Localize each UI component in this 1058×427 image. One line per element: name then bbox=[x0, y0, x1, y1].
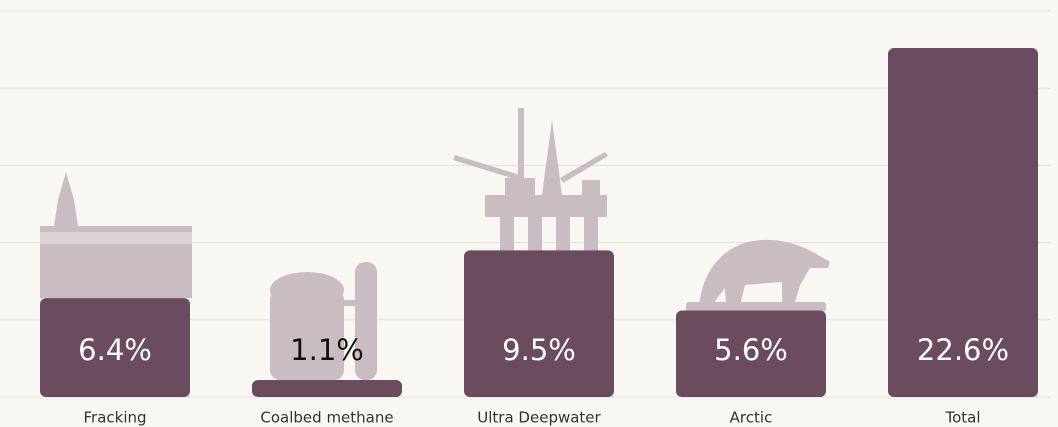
deepwater-illustration bbox=[453, 108, 608, 251]
bar bbox=[252, 380, 402, 397]
bar bbox=[464, 250, 614, 397]
x-tick-label: Arctic bbox=[730, 409, 773, 427]
fracking-illustration bbox=[40, 172, 192, 298]
bar bbox=[676, 310, 826, 397]
bar bbox=[40, 298, 190, 397]
x-tick-label: Coalbed methane bbox=[260, 409, 393, 427]
x-tick-label: Total bbox=[944, 409, 980, 427]
value-label: 22.6% bbox=[917, 333, 1009, 367]
illustrations bbox=[40, 108, 830, 380]
value-label: 1.1% bbox=[290, 333, 364, 367]
coalbed-illustration bbox=[270, 262, 377, 380]
x-tick-label: Ultra Deepwater bbox=[477, 409, 601, 427]
x-tick-label: Fracking bbox=[83, 409, 146, 427]
value-label: 9.5% bbox=[502, 333, 576, 367]
value-label: 6.4% bbox=[78, 333, 152, 367]
value-label: 5.6% bbox=[714, 333, 788, 367]
bar bbox=[888, 48, 1038, 397]
arctic-illustration bbox=[686, 239, 830, 312]
